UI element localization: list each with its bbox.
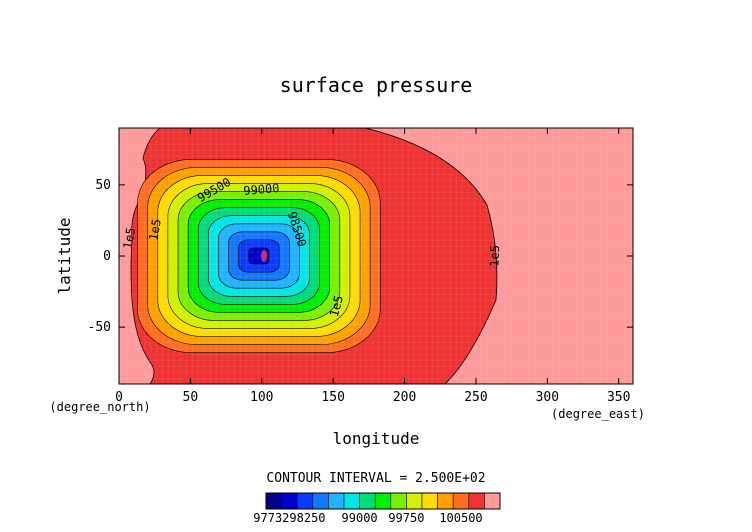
y-tick-label: 50 <box>95 178 111 193</box>
y-tick-label: 0 <box>103 249 111 264</box>
colorbar-swatch <box>421 492 438 510</box>
x-tick-label: 350 <box>607 390 630 405</box>
colorbar-swatch <box>359 492 376 510</box>
chart-title: surface pressure <box>280 73 473 97</box>
colorbar-swatch <box>296 492 314 510</box>
x-tick-label: 50 <box>183 390 199 405</box>
colorbar-swatch <box>328 492 345 510</box>
minimum-marker <box>261 250 267 262</box>
colorbar: 9773298250 99000 99750 100500 <box>253 492 501 525</box>
colorbar-swatch <box>390 492 407 510</box>
contour-label: 1e5 <box>146 218 164 242</box>
x-tick-label: 0 <box>115 390 123 405</box>
colorbar-swatch <box>343 492 360 510</box>
colorbar-swatch <box>452 492 470 510</box>
x-axis-unit: (degree_east) <box>551 407 645 421</box>
contour-label: 99000 <box>243 181 280 198</box>
colorbar-tick-label: 99750 <box>388 511 424 525</box>
axes: 0 50 100 150 200 250 300 350 -50 0 50 <box>88 128 633 405</box>
colorbar-swatch <box>265 492 282 510</box>
colorbar-tick-label: 99000 <box>342 511 378 525</box>
colorbar-swatch <box>406 492 423 510</box>
y-axis-label: latitude <box>55 217 74 294</box>
colorbar-swatch <box>484 492 501 510</box>
grid-texture <box>119 128 633 384</box>
x-tick-label: 300 <box>536 390 559 405</box>
colorbar-swatch <box>437 492 454 510</box>
contour-label: 1e5 <box>487 245 502 267</box>
x-axis-label: longitude <box>333 429 420 448</box>
x-tick-label: 200 <box>393 390 416 405</box>
colorbar-tick-label: 100500 <box>439 511 482 525</box>
colorbar-tick-label: 9773298250 <box>253 511 325 525</box>
colorbar-swatch <box>374 492 392 510</box>
contour-label: 1e5 <box>327 294 346 319</box>
y-axis-unit: (degree_north) <box>49 400 150 414</box>
colorbar-swatch <box>468 492 485 510</box>
contour-label: 1e5 <box>121 226 139 250</box>
x-tick-label: 150 <box>321 390 344 405</box>
colorbar-swatch <box>312 492 329 510</box>
x-tick-label: 250 <box>464 390 487 405</box>
x-tick-label: 100 <box>250 390 273 405</box>
y-tick-label: -50 <box>88 320 111 335</box>
colorbar-swatch <box>281 492 298 510</box>
contour-interval-text: CONTOUR INTERVAL = 2.500E+02 <box>266 471 485 486</box>
colorbar-frame <box>265 492 501 510</box>
